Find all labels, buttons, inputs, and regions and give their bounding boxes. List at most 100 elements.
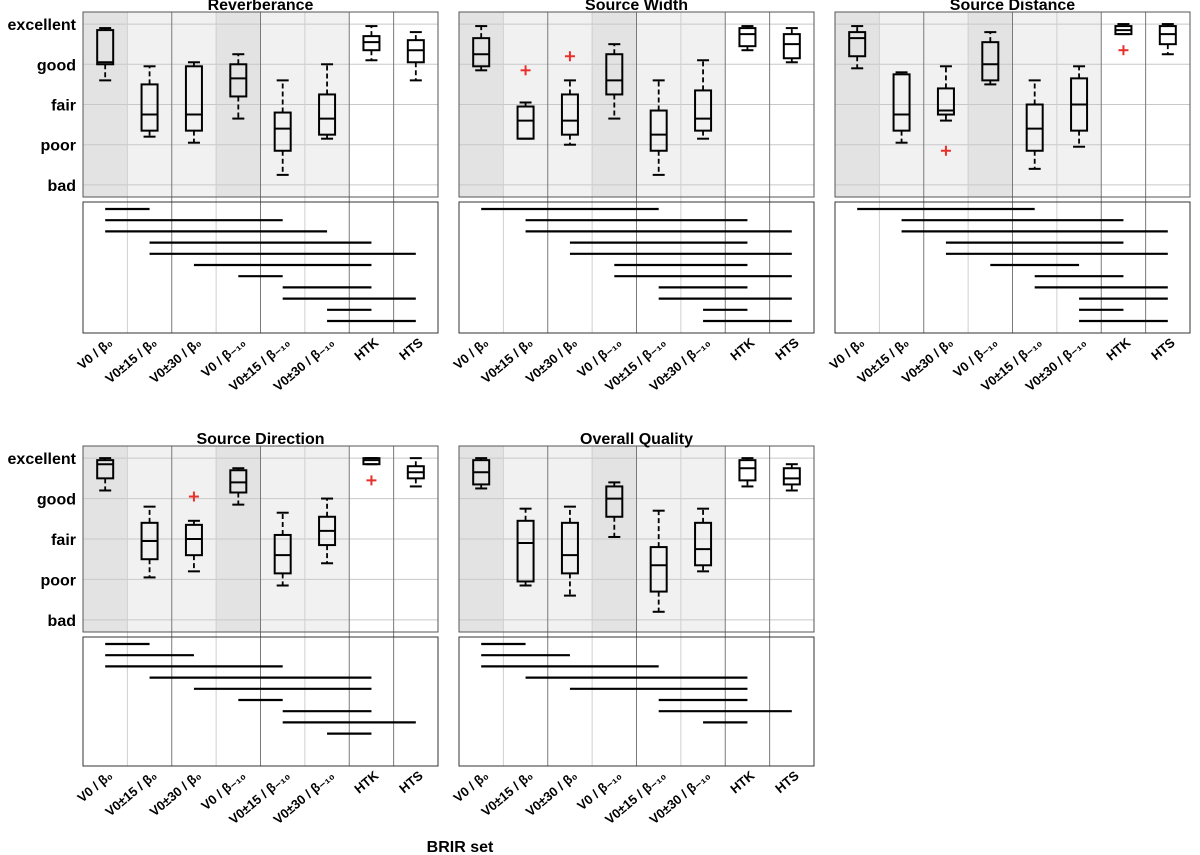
box-iqr: [782, 467, 801, 486]
xtick-label: HTS: [396, 768, 426, 796]
significance-frame: [82, 636, 439, 767]
box-iqr: [472, 37, 491, 68]
box-iqr: [981, 41, 1000, 82]
box-iqr: [273, 111, 292, 152]
box-7: [782, 463, 801, 492]
xtick-label: V0 / β₀: [450, 768, 491, 806]
box-iqr: [273, 533, 292, 575]
ytick-label: bad: [48, 613, 76, 630]
box-6: [1114, 23, 1133, 56]
significance-frame: [458, 201, 815, 334]
plot-frame: [458, 11, 815, 198]
box-iqr: [516, 519, 535, 583]
box-iqr: [738, 27, 757, 48]
plot-frame: [82, 445, 439, 633]
ytick-label: fair: [51, 98, 76, 115]
xtick-label: V0 / β₀: [74, 335, 115, 373]
plot-frame: [82, 11, 439, 198]
box-3: [981, 31, 1000, 86]
panel-3: Source Direction bad poor fair good excellent…: [8, 431, 439, 827]
box-iqr: [605, 485, 624, 518]
box-7: [1158, 23, 1177, 56]
box-4: [1025, 79, 1044, 170]
box-iqr: [694, 89, 713, 132]
panel-0: Reverberance bad poor fair good excellent V0 /…: [8, 0, 439, 394]
box-iqr: [936, 87, 955, 116]
xtick-label: V0 / β₀: [450, 335, 491, 373]
box-5: [318, 497, 337, 565]
box-0: [472, 25, 491, 72]
xtick-label: V0 / β₀: [826, 335, 867, 373]
box-4: [649, 79, 668, 176]
box-iqr: [649, 546, 668, 593]
ytick-label: excellent: [8, 451, 77, 468]
box-6: [738, 457, 757, 488]
xtick-label: HTS: [1148, 335, 1178, 363]
box-6: [738, 25, 757, 52]
significance-frame: [82, 201, 439, 334]
box-5: [694, 507, 713, 573]
box-iqr: [605, 53, 624, 96]
box-iqr: [694, 521, 713, 567]
xtick-label: HTK: [1103, 334, 1134, 363]
box-iqr: [362, 35, 381, 52]
panel-title: Source Width: [585, 0, 688, 14]
box-5: [694, 59, 713, 140]
box-2: [560, 51, 579, 146]
box-iqr: [96, 459, 115, 480]
box-1: [140, 65, 159, 138]
panel-title: Overall Quality: [580, 431, 693, 448]
xtick-label: HTK: [727, 334, 758, 363]
box-1: [892, 71, 911, 144]
box-5: [318, 63, 337, 140]
xtick-label: HTS: [772, 335, 802, 363]
box-4: [273, 79, 292, 176]
box-iqr: [229, 469, 248, 494]
box-iqr: [96, 29, 115, 66]
box-iqr: [738, 459, 757, 482]
box-3: [605, 43, 624, 120]
box-2: [184, 491, 203, 573]
figure-xlabel: BRIR set: [427, 839, 494, 855]
box-4: [649, 509, 668, 613]
box-iqr: [1158, 25, 1177, 46]
box-iqr: [560, 521, 579, 575]
box-2: [936, 65, 955, 156]
box-0: [848, 25, 867, 70]
box-1: [140, 505, 159, 579]
xtick-label: HTS: [396, 335, 426, 363]
box-3: [229, 53, 248, 120]
box-0: [472, 457, 491, 490]
significance-frame: [458, 636, 815, 767]
xtick-label: HTK: [351, 767, 382, 796]
box-1: [516, 507, 535, 587]
box-7: [406, 31, 425, 82]
box-iqr: [892, 73, 911, 132]
box-4: [273, 511, 292, 587]
box-0: [96, 27, 115, 82]
ytick-label: good: [37, 57, 76, 74]
box-iqr: [560, 93, 579, 136]
box-iqr: [406, 39, 425, 64]
box-1: [516, 65, 535, 140]
plot-frame: [834, 11, 1191, 198]
ytick-label: poor: [40, 138, 76, 155]
xtick-label: HTS: [772, 768, 802, 796]
box-2: [560, 505, 579, 597]
box-iqr: [318, 93, 337, 136]
ytick-label: fair: [51, 532, 76, 549]
box-iqr: [184, 523, 203, 557]
ytick-label: bad: [48, 178, 76, 195]
xtick-label: V0 / β₀: [74, 768, 115, 806]
box-5: [1070, 65, 1089, 148]
panel-title: Source Direction: [196, 431, 324, 448]
panel-title: Source Distance: [950, 0, 1075, 14]
box-iqr: [184, 65, 203, 132]
box-0: [96, 457, 115, 492]
box-iqr: [848, 31, 867, 58]
